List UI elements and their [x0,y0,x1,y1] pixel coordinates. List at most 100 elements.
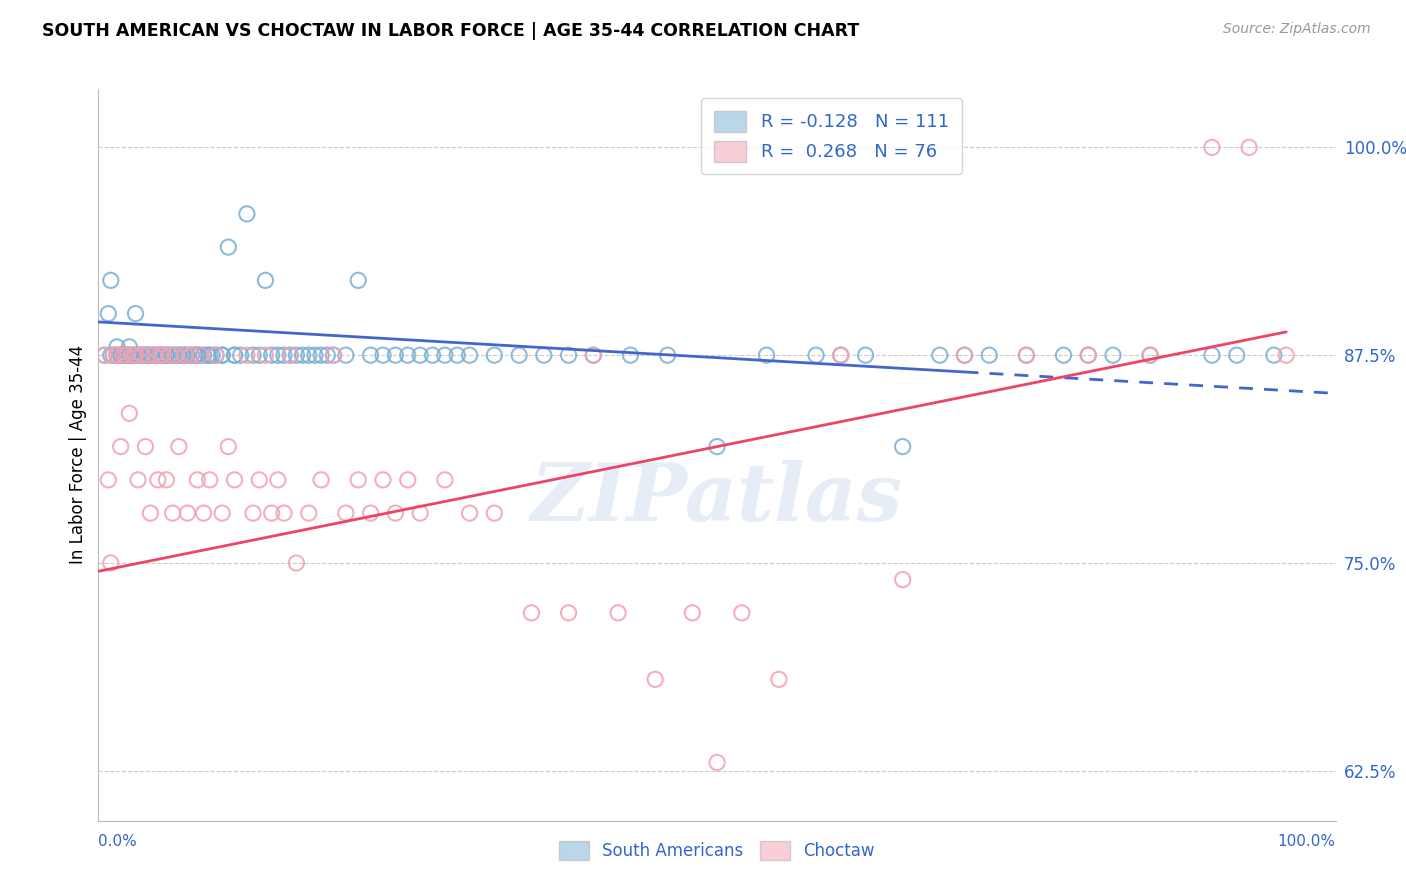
Point [433,473,456,487]
Point [97,473,120,487]
Point [211,348,233,362]
Point [139,348,162,362]
Point [409,348,432,362]
Point [127,348,149,362]
Point [224,473,246,487]
Point [211,348,233,362]
Point [804,348,827,362]
Point [159,348,181,362]
Point [1139,348,1161,362]
Point [131,348,153,362]
Point [254,348,277,362]
Point [127,473,149,487]
Point [172,348,194,362]
Point [236,348,259,362]
Point [446,348,468,362]
Point [557,348,579,362]
Point [114,348,136,362]
Point [384,348,406,362]
Point [731,606,754,620]
Point [167,440,190,454]
Point [110,348,132,362]
Point [1237,140,1260,154]
Point [224,348,246,362]
Point [1077,348,1099,362]
Point [118,348,141,362]
Point [242,348,264,362]
Y-axis label: In Labor Force | Age 35-44: In Labor Force | Age 35-44 [69,345,87,565]
Point [267,348,290,362]
Point [155,473,177,487]
Point [371,473,394,487]
Point [143,348,166,362]
Point [607,606,630,620]
Point [180,348,202,362]
Point [211,506,233,520]
Point [186,348,208,362]
Point [198,348,221,362]
Point [114,348,136,362]
Point [112,348,135,362]
Point [335,506,357,520]
Point [136,348,159,362]
Point [347,473,370,487]
Point [139,506,162,520]
Point [830,348,852,362]
Point [335,348,357,362]
Point [304,348,326,362]
Point [201,348,224,362]
Point [1015,348,1038,362]
Point [285,556,308,570]
Point [103,348,125,362]
Point [93,348,115,362]
Point [149,348,172,362]
Point [242,506,264,520]
Point [136,348,159,362]
Point [205,348,228,362]
Point [122,348,145,362]
Point [165,348,187,362]
Point [122,348,145,362]
Point [112,348,135,362]
Point [347,273,370,287]
Point [118,340,141,354]
Point [236,207,259,221]
Point [124,307,146,321]
Point [176,506,198,520]
Point [273,506,295,520]
Point [159,348,181,362]
Point [322,348,344,362]
Point [254,273,277,287]
Point [953,348,976,362]
Point [127,348,149,362]
Point [134,348,156,362]
Point [582,348,605,362]
Point [298,348,321,362]
Point [105,348,128,362]
Point [768,673,790,687]
Point [105,348,128,362]
Text: 0.0%: 0.0% [98,834,138,849]
Point [136,348,159,362]
Point [384,506,406,520]
Point [409,506,432,520]
Point [396,473,419,487]
Point [167,348,190,362]
Point [193,348,215,362]
Point [298,506,321,520]
Point [1102,348,1125,362]
Point [1275,348,1298,362]
Point [278,348,301,362]
Point [928,348,950,362]
Point [195,348,218,362]
Point [755,348,778,362]
Point [131,348,153,362]
Point [176,348,198,362]
Point [953,348,976,362]
Point [396,348,419,362]
Point [143,348,166,362]
Point [1201,140,1223,154]
Point [180,348,202,362]
Point [520,606,543,620]
Point [267,473,290,487]
